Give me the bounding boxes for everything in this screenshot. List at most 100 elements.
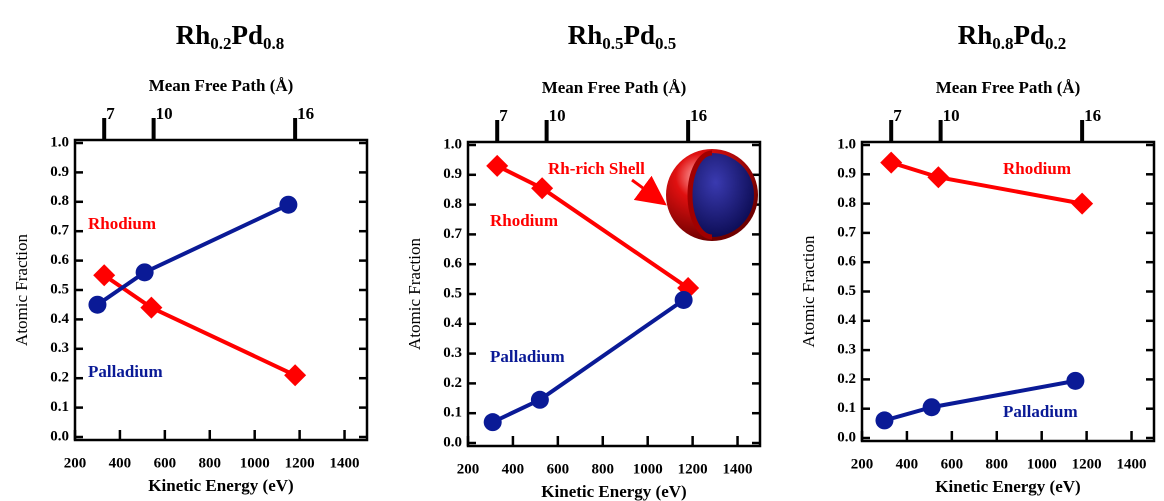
series-label: Rhodium	[88, 214, 156, 233]
data-point	[1071, 192, 1094, 215]
title-subscript: 0.2	[210, 34, 231, 53]
y-tick-label: 0.9	[50, 164, 69, 180]
title-element: Rh	[568, 20, 603, 50]
data-point	[875, 411, 894, 430]
y-tick-label: 0.0	[50, 428, 69, 444]
x2-tick-label: 16	[690, 106, 707, 125]
data-point	[922, 398, 941, 417]
y-tick-label: 0.6	[443, 256, 462, 272]
y-tick-label: 1.0	[50, 134, 69, 150]
data-point	[284, 364, 307, 387]
y-tick-label: 0.8	[50, 193, 69, 209]
y-tick-label: 0.4	[443, 315, 462, 331]
y-tick-label: 0.1	[837, 400, 856, 416]
title-element: Rh	[958, 20, 993, 50]
x-tick-label: 1200	[285, 455, 315, 471]
title-subscript: 0.5	[602, 34, 623, 53]
series-label: Palladium	[490, 347, 565, 366]
y-axis-label: Atomic Fraction	[799, 235, 818, 347]
data-point	[530, 390, 549, 409]
title-subscript: 0.5	[655, 34, 676, 53]
x2-tick-label: 16	[297, 104, 314, 123]
x2-tick-label: 16	[1084, 106, 1101, 125]
data-point	[88, 295, 107, 314]
y-axis-label: Atomic Fraction	[405, 238, 424, 350]
y-tick-label: 0.3	[837, 342, 856, 358]
y-tick-label: 0.5	[50, 281, 69, 297]
annotation: Rh-rich Shell	[548, 159, 645, 178]
data-point	[880, 151, 903, 174]
title-element: Pd	[624, 20, 656, 50]
title-subscript: 0.8	[263, 34, 284, 53]
panel-title: Rh0.5Pd0.5	[568, 20, 677, 53]
x-axis-label: Kinetic Energy (eV)	[541, 482, 686, 501]
x2-axis-label: Mean Free Path (Å)	[936, 78, 1081, 97]
x-tick-label: 600	[547, 461, 570, 477]
title-element: Pd	[232, 20, 264, 50]
series-label: Rhodium	[1003, 159, 1071, 178]
y-tick-label: 0.0	[443, 434, 462, 450]
x-tick-label: 600	[941, 456, 964, 472]
x-axis-label: Kinetic Energy (eV)	[148, 476, 293, 495]
y-tick-label: 0.7	[443, 226, 462, 242]
data-point	[93, 264, 116, 287]
x-tick-label: 400	[109, 455, 132, 471]
y-tick-label: 0.3	[50, 340, 69, 356]
x2-tick-label: 7	[106, 104, 115, 123]
x2-tick-label: 10	[549, 106, 566, 125]
x2-tick-label: 7	[499, 106, 508, 125]
y-tick-label: 0.5	[443, 285, 462, 301]
x-tick-label: 400	[502, 461, 525, 477]
data-point	[140, 296, 163, 319]
data-point	[135, 263, 154, 282]
data-point	[1066, 371, 1085, 390]
x-tick-label: 800	[199, 455, 222, 471]
x2-tick-label: 7	[893, 106, 902, 125]
x-tick-label: 1200	[1072, 456, 1102, 472]
x-tick-label: 800	[592, 461, 615, 477]
y-tick-label: 0.4	[50, 311, 69, 327]
y-tick-label: 0.5	[837, 283, 856, 299]
x-axis-label: Kinetic Energy (eV)	[935, 477, 1080, 496]
data-point	[674, 290, 693, 309]
x-tick-label: 1000	[240, 455, 270, 471]
title-subscript: 0.8	[992, 34, 1013, 53]
data-point	[279, 195, 298, 214]
x-tick-label: 600	[154, 455, 177, 471]
x2-tick-label: 10	[943, 106, 960, 125]
y-tick-label: 0.2	[50, 370, 69, 386]
y-tick-label: 1.0	[443, 136, 462, 152]
y-tick-label: 0.8	[443, 196, 462, 212]
y-tick-label: 1.0	[837, 136, 856, 152]
x2-tick-label: 10	[156, 104, 173, 123]
y-tick-label: 0.6	[837, 254, 856, 270]
panel-title: Rh0.2Pd0.8	[176, 20, 285, 53]
x-tick-label: 200	[851, 456, 874, 472]
x2-axis-label: Mean Free Path (Å)	[542, 78, 687, 97]
x-tick-label: 200	[457, 461, 480, 477]
y-tick-label: 0.3	[443, 345, 462, 361]
title-element: Pd	[1014, 20, 1046, 50]
plot-frame	[860, 140, 1156, 443]
x-tick-label: 1400	[330, 455, 360, 471]
series-label: Palladium	[88, 362, 163, 381]
y-tick-label: 0.8	[837, 195, 856, 211]
x-tick-label: 800	[986, 456, 1009, 472]
x-tick-label: 1000	[633, 461, 663, 477]
panel-title: Rh0.8Pd0.2	[958, 20, 1067, 53]
x-tick-label: 1000	[1027, 456, 1057, 472]
x-tick-label: 1200	[678, 461, 708, 477]
series-label: Palladium	[1003, 402, 1078, 421]
title-subscript: 0.2	[1045, 34, 1066, 53]
y-tick-label: 0.7	[50, 223, 69, 239]
y-tick-label: 0.7	[837, 224, 856, 240]
x-tick-label: 200	[64, 455, 87, 471]
y-tick-label: 0.9	[443, 166, 462, 182]
title-element: Rh	[176, 20, 211, 50]
y-tick-label: 0.9	[837, 166, 856, 182]
y-tick-label: 0.4	[837, 312, 856, 328]
y-tick-label: 0.2	[443, 375, 462, 391]
data-point	[927, 166, 950, 189]
series-line	[103, 273, 296, 378]
